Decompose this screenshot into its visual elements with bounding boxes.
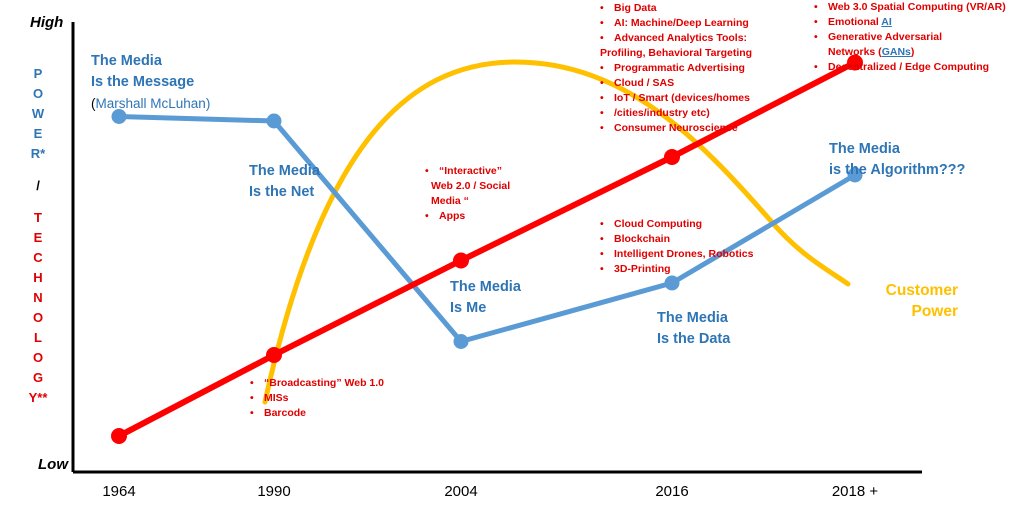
annotation-line: The Media [450, 279, 521, 295]
customer-power-label: Customer Power [860, 280, 958, 322]
y-axis-high-label: High [30, 14, 64, 31]
paren-open: ( [91, 96, 96, 111]
media-point [847, 167, 863, 183]
y-label-char: Y** [28, 390, 48, 405]
tech-item: “Broadcasting” Web 1.0 [250, 376, 384, 391]
tech-item-text: Emotional [828, 16, 882, 28]
annotation-line: The Media [657, 310, 728, 326]
y-label-char: R* [30, 146, 46, 161]
tech-item-text: Networks ( [828, 46, 882, 58]
x-tick-label: 2016 [655, 483, 689, 500]
tech-item: MISs [250, 391, 384, 406]
tech-item: Advanced Analytics Tools: [600, 31, 752, 46]
y-label-char: E [33, 126, 43, 141]
annotation-media-data: The Media Is the Data [657, 308, 730, 350]
tech-item-cont: Profiling, Behavioral Targeting [600, 47, 753, 59]
annotation-line: is the Algorithm??? [829, 162, 966, 178]
tech-item: Programmatic Advertising [600, 61, 752, 76]
y-label-char: O [32, 310, 44, 325]
tech-item: 3D-Printing [600, 262, 753, 277]
annotation-line: The Media [249, 163, 320, 179]
tech-list-2004: “Interactive” Web 2.0 / Social Media “ A… [425, 164, 510, 224]
y-label-char: H [33, 270, 43, 285]
annotation-media-net: The Media Is the Net [249, 161, 320, 203]
media-point [453, 334, 469, 349]
annotation-line: Customer [885, 282, 958, 299]
x-tick-label: 1990 [257, 483, 291, 500]
x-tick-label: 2004 [444, 483, 478, 500]
x-tick-label: 1964 [102, 483, 136, 500]
tech-item: Barcode [250, 406, 384, 421]
technology-point [453, 252, 469, 269]
tech-item-text: ) [910, 46, 915, 58]
y-axis-low-label: Low [38, 456, 68, 473]
tech-item: Apps [425, 209, 510, 224]
annotation-line: Is the Net [249, 184, 315, 200]
tech-item-link[interactable]: AI [881, 16, 892, 28]
annotation-line: Is the Message [91, 74, 195, 90]
y-axis-label: P O W E R* / T E C H N O L O G Y** [28, 64, 48, 408]
y-label-char: O [32, 86, 44, 101]
tech-item: /cities/industry etc) [600, 106, 752, 121]
media-point [111, 109, 127, 124]
tech-item: Big Data [600, 1, 752, 16]
author-name: Marshall McLuhan [95, 96, 206, 111]
customer-power-line [262, 59, 851, 405]
tech-item-cont: Media “ [431, 195, 469, 207]
tech-item: Decentralized / Edge Computing [814, 60, 1006, 75]
y-label-char: P [33, 66, 43, 81]
y-label-char: W [31, 106, 45, 121]
tech-item: Blockchain [600, 232, 753, 247]
annotation-media-algorithm: The Media is the Algorithm??? [829, 139, 965, 181]
y-label-char: L [34, 330, 42, 345]
tech-item: Cloud / SAS [600, 76, 752, 91]
y-label-char: C [33, 250, 43, 265]
tech-item: Generative Adversarial [814, 30, 1006, 45]
tech-item: IoT / Smart (devices/homes [600, 91, 752, 106]
tech-item: Cloud Computing [600, 217, 753, 232]
y-label-char: G [32, 370, 44, 385]
tech-item: Web 3.0 Spatial Computing (VR/AR) [814, 0, 1006, 15]
annotation-line: Is the Data [657, 331, 731, 347]
y-label-char: N [33, 290, 43, 305]
y-label-char: E [33, 230, 43, 245]
y-label-char: / [36, 178, 40, 193]
tech-item: Intelligent Drones, Robotics [600, 247, 753, 262]
media-point [664, 275, 680, 291]
tech-list-1990: “Broadcasting” Web 1.0 MISs Barcode [250, 376, 384, 421]
tech-item: “Interactive” [425, 164, 510, 179]
annotation-line: The Media [829, 141, 900, 157]
tech-item: AI: Machine/Deep Learning [600, 16, 752, 31]
tech-list-2016-low: Cloud Computing Blockchain Intelligent D… [600, 217, 753, 277]
technology-point [111, 428, 127, 444]
technology-point [664, 149, 680, 165]
tech-item-cont: Networks (GANs) [814, 45, 1006, 60]
annotation-media-message: The Media Is the Message (Marshall McLuh… [91, 51, 210, 114]
tech-list-2016-high: Big Data AI: Machine/Deep Learning Advan… [600, 1, 752, 136]
tech-item: Consumer Neuroscience [600, 121, 752, 136]
tech-item-link[interactable]: GANs [881, 46, 911, 58]
annotation-line: The Media [91, 53, 162, 69]
annotation-line: Is Me [450, 300, 487, 316]
x-tick-label: 2018 + [831, 483, 879, 500]
tech-item: Emotional AI [814, 15, 1006, 30]
technology-point [266, 347, 282, 363]
annotation-line: (Marshall McLuhan) [91, 93, 210, 114]
annotation-media-me: The Media Is Me [450, 277, 521, 319]
y-label-char: T [34, 210, 42, 225]
media-point [266, 113, 282, 129]
annotation-line: Power [911, 303, 958, 320]
y-label-char: O [32, 350, 44, 365]
tech-item-cont: Web 2.0 / Social [431, 180, 511, 192]
tech-list-2018: Web 3.0 Spatial Computing (VR/AR) Emotio… [814, 0, 1006, 75]
paren-close: ) [205, 96, 211, 111]
